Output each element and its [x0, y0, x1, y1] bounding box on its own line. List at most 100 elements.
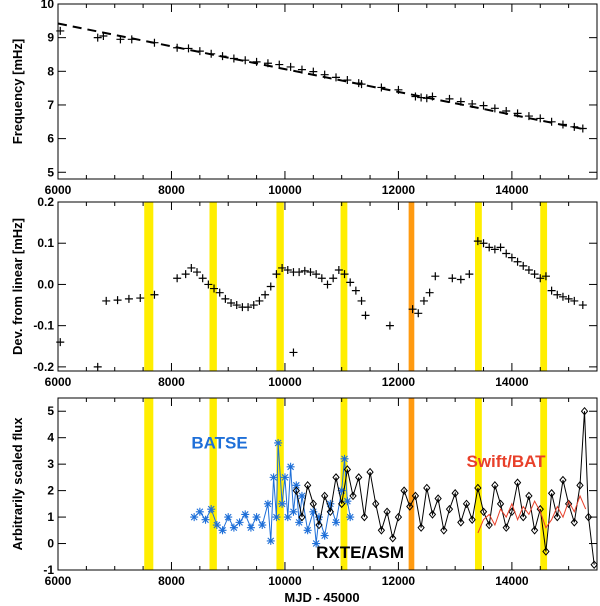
series-rxte-asm-point-22 [417, 523, 425, 532]
highlight-band-4 [408, 202, 415, 371]
series-deviation-point-61 [530, 270, 539, 279]
x-axis-label: MJD - 45000 [284, 590, 359, 605]
series-frequency-point-14 [263, 59, 272, 68]
series-rxte-asm-point-36 [496, 499, 505, 509]
series-deviation-point-23 [266, 282, 275, 291]
y-tick-label: 0 [47, 537, 54, 551]
series-rxte-asm-point-6 [326, 507, 334, 517]
x-tick-label: 14000 [495, 375, 529, 389]
series-deviation-point-55 [496, 243, 505, 252]
series-rxte-asm-point-47 [559, 475, 567, 485]
series-rxte-asm-point-45 [547, 488, 556, 498]
series-deviation-point-66 [558, 292, 567, 301]
panel-flux: 6000 8000 10000 12000 14000 -1 0 1 2 3 4 5 Arbitrari… [10, 397, 598, 588]
series-deviation-point-24 [272, 270, 281, 279]
series-frequency-point-23 [357, 80, 366, 89]
series-rxte-asm-point-2 [303, 481, 312, 490]
series-rxte-asm-point-1 [298, 512, 306, 522]
y-tick-label: -0.2 [33, 360, 54, 374]
series-deviation-point-0 [56, 338, 65, 347]
series-batse-point-20 [283, 513, 292, 522]
series-frequency-point-37 [524, 112, 533, 121]
highlight-band-1 [209, 398, 217, 570]
series-rxte-asm-point-13 [366, 467, 374, 477]
series-swift-bat [477, 494, 587, 534]
series-deviation-point-62 [536, 274, 545, 283]
panel-deviation: 6000 8000 10000 12000 14000 -0.2 -0.1 0.0 0.1 0.2… [10, 195, 598, 389]
series-rxte-asm-point-16 [383, 507, 391, 517]
series-batse-point-11 [252, 513, 261, 522]
series-batse-point-16 [272, 513, 281, 522]
series-rxte-asm-point-49 [570, 518, 578, 527]
series-rxte-asm-point-46 [553, 512, 561, 522]
y-tick-label: 3 [47, 457, 54, 471]
y-tick-label: 8 [47, 64, 54, 78]
series-frequency-point-9 [207, 49, 216, 58]
series-frequency-point-0 [56, 26, 65, 35]
series-deviation-point-46 [425, 288, 434, 297]
series-deviation-point-10 [193, 268, 202, 277]
series-frequency-point-4 [127, 35, 136, 44]
y-tick-label: 5 [47, 404, 54, 418]
series-rxte-asm-point-30 [462, 499, 471, 509]
series-frequency-point-36 [513, 109, 522, 118]
panel-frequency: 6000 8000 10000 12000 14000 5 6 7 8 9 10 Frequency … [10, 0, 598, 197]
y-tick-label: 2 [47, 484, 54, 498]
series-frequency-point-39 [547, 117, 556, 126]
series-frequency-point-7 [184, 44, 193, 53]
series-frequency-point-20 [332, 73, 341, 82]
series-rxte-asm-point-34 [485, 520, 493, 530]
series-frequency-point-16 [286, 62, 295, 71]
series-batse-point-22 [289, 507, 298, 516]
series-deviation-point-57 [507, 253, 516, 262]
y-tick-label: 1 [47, 510, 54, 524]
series-frequency-point-41 [570, 122, 579, 131]
series-deviation-point-21 [255, 296, 264, 305]
series-frequency-point-13 [252, 57, 261, 66]
series-deviation-point-30 [306, 268, 315, 277]
series-batse-point-19 [280, 473, 289, 482]
series-batse-point-6 [224, 513, 233, 522]
highlight-band-5 [475, 398, 482, 570]
series-rxte-asm-point-41 [525, 491, 533, 501]
series-frequency [56, 26, 587, 133]
y-tick-label: 7 [47, 98, 54, 112]
series-deviation-point-58 [513, 257, 522, 266]
series-batse-point-12 [258, 521, 267, 530]
series-frequency-point-30 [445, 94, 454, 103]
series-deviation-point-42 [385, 321, 394, 330]
plot-frame [57, 3, 598, 180]
x-tick-label: 10000 [268, 375, 302, 389]
series-deviation-point-35 [334, 266, 343, 275]
series-frequency-point-34 [490, 104, 499, 113]
series-frequency-point-35 [502, 107, 511, 116]
series-rxte-asm-point-20 [406, 502, 414, 511]
series-rxte-asm-point-50 [576, 481, 584, 490]
highlight-band-6 [540, 398, 548, 570]
series-frequency-point-11 [229, 54, 238, 63]
series-frequency-point-5 [150, 38, 159, 47]
series-batse-point-9 [241, 510, 250, 519]
series-frequency-point-1 [93, 33, 102, 42]
series-batse-point-28 [312, 539, 321, 548]
series-rxte-asm-point-10 [349, 491, 357, 501]
label-rxte: RXTE/ASM [316, 543, 404, 562]
series-deviation-point-47 [431, 272, 440, 281]
series-rxte-asm-point-42 [530, 526, 539, 535]
series-deviation-point-29 [300, 266, 309, 275]
series-batse [190, 438, 355, 548]
series-rxte-asm-line [295, 411, 595, 565]
series-rxte-asm-point-32 [474, 483, 482, 493]
series-batse-point-21 [286, 462, 295, 471]
y-tick-label: 4 [47, 431, 54, 445]
series-deviation-point-65 [553, 290, 562, 299]
series-frequency-point-2 [99, 31, 108, 40]
highlight-band-2 [276, 398, 284, 570]
x-tick-label: 8000 [158, 375, 185, 389]
y-tick-label: 0.2 [37, 195, 54, 209]
series-deviation-point-13 [210, 284, 219, 293]
series-batse-point-8 [235, 518, 244, 527]
series-frequency-point-17 [297, 65, 306, 74]
series-rxte-asm-point-26 [440, 526, 448, 535]
